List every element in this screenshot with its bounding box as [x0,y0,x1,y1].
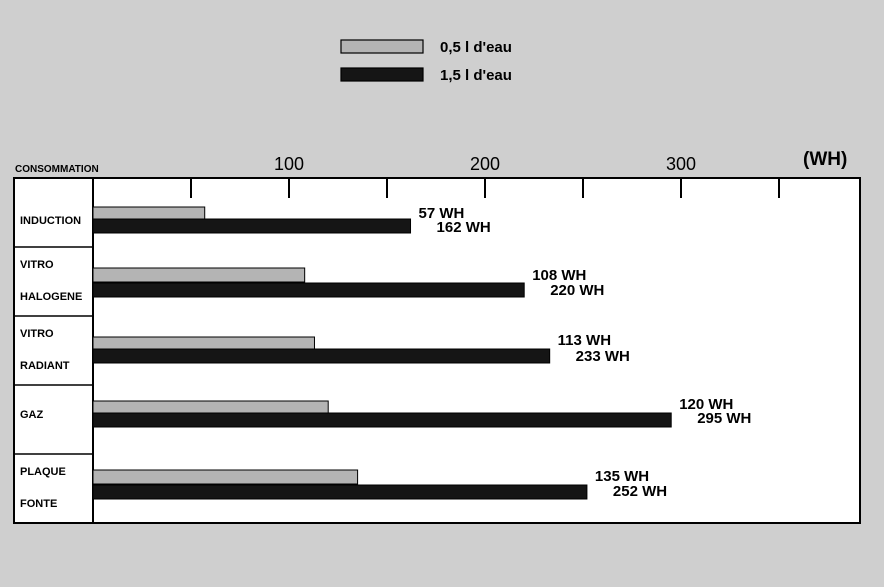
tick-labels: 100 200 300 [274,154,696,174]
category-label: HALOGENE [20,291,82,303]
value-label: 113 WH [558,332,611,349]
legend-swatch-series-2 [340,67,424,82]
category-label: FONTE [20,498,57,510]
value-label: 295 WH [697,410,751,427]
value-label: 57 WH [419,205,465,222]
legend-label-series-2: 1,5 l d'eau [440,67,512,84]
value-label: 108 WH [532,267,586,284]
bar-series-2 [92,412,672,428]
category-labels: INDUCTION VITRO HALOGENE VITRO RADIANT GAZ PLA… [20,215,82,510]
value-label: 162 WH [437,219,491,236]
legend: 0,5 l d'eau 1,5 l d'eau [340,39,512,84]
value-label: 233 WH [576,348,630,365]
legend-swatch-series-1 [340,39,424,54]
bar-series-2 [92,484,588,500]
bars [92,206,672,500]
legend-label-series-1: 0,5 l d'eau [440,39,512,56]
bar-series-2 [92,218,412,234]
value-label: 252 WH [613,483,667,500]
category-label: GAZ [20,409,44,421]
category-separators [14,246,93,455]
category-label: RADIANT [20,360,70,372]
value-label: 135 WH [595,468,649,485]
unit-label: (WH) [803,149,847,170]
tick-label: 200 [470,154,500,174]
category-label: INDUCTION [20,215,81,227]
bar-series-1 [92,469,359,485]
bar-series-1 [92,267,306,283]
category-label: PLAQUE [20,466,66,478]
bar-series-2 [92,348,551,364]
axis-title: CONSOMMATION [15,164,99,175]
category-label: VITRO [20,328,54,340]
tick-label: 100 [274,154,304,174]
bar-series-2 [92,282,525,298]
tick-label: 300 [666,154,696,174]
value-label: 220 WH [550,282,604,299]
value-label: 120 WH [679,396,733,413]
category-label: VITRO [20,259,54,271]
tick-marks [190,178,780,198]
